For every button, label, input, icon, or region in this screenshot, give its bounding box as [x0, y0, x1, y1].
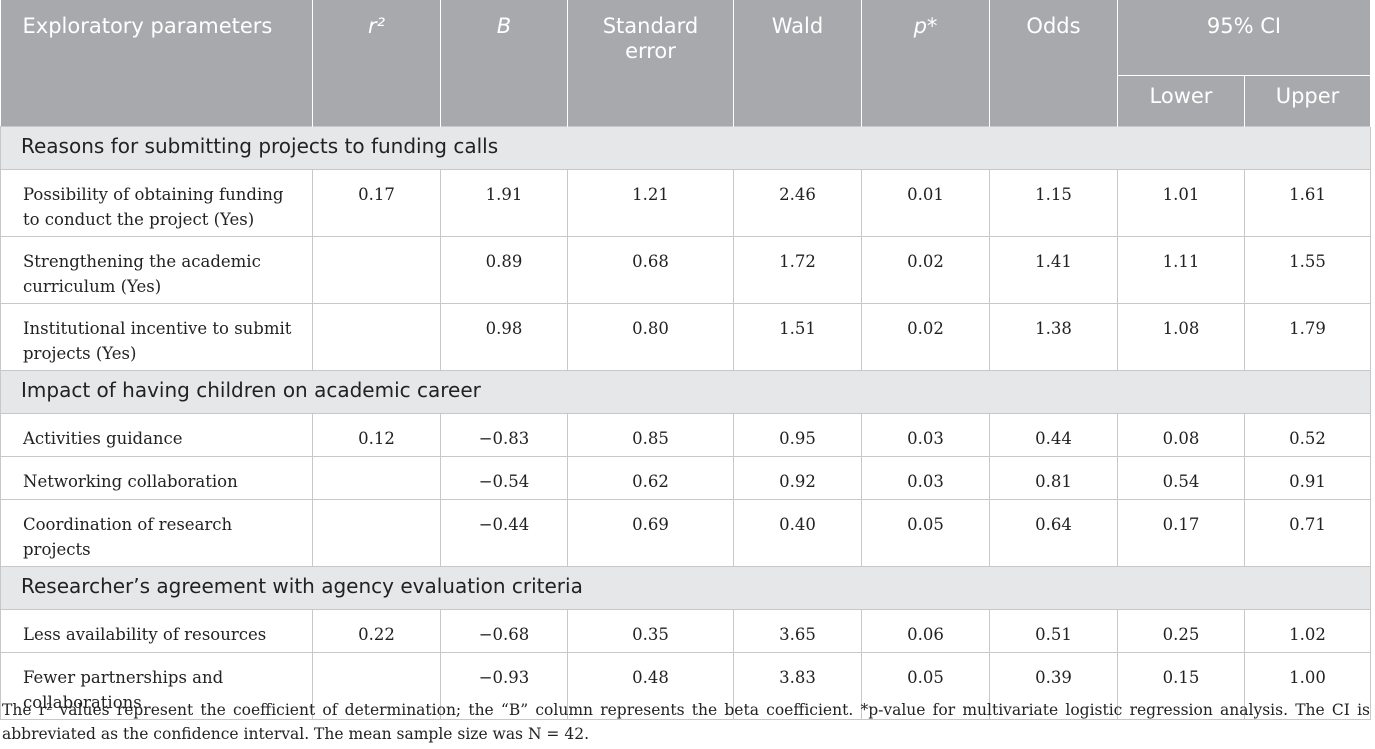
cell: 1.41 [989, 235, 1118, 304]
cell: 2.46 [733, 168, 862, 237]
footnote: The r² values represent the coefficient … [2, 701, 1370, 743]
cell: 1.00 [1244, 651, 1371, 720]
cell: 0.80 [567, 302, 734, 371]
section-row: Impact of having children on academic ca… [0, 369, 1371, 414]
row-label: Less availability of resources [0, 608, 313, 653]
cell: 0.69 [567, 498, 734, 567]
section-title: Impact of having children on academic ca… [0, 369, 1371, 414]
row-label: Coordination of research projects [0, 498, 313, 567]
cell: 0.98 [440, 302, 568, 371]
cell [312, 455, 441, 500]
cell: 1.08 [1117, 302, 1245, 371]
cell: −0.68 [440, 608, 568, 653]
cell: 0.91 [1244, 455, 1371, 500]
cell: 0.51 [989, 608, 1118, 653]
header-cell: Lower [1117, 74, 1245, 126]
section-row: Researcher’s agreement with agency evalu… [0, 565, 1371, 610]
row-label: Possibility of obtaining funding to cond… [0, 168, 313, 237]
cell: 1.79 [1244, 302, 1371, 371]
section-row: Reasons for submitting projects to fundi… [0, 125, 1371, 170]
cell [312, 302, 441, 371]
data-row: Possibility of obtaining funding to cond… [0, 168, 1371, 237]
cell: 1.55 [1244, 235, 1371, 304]
cell: 1.72 [733, 235, 862, 304]
cell: 0.85 [567, 412, 734, 457]
header-cell: 95% CI [1117, 0, 1371, 75]
data-row: Institutional incentive to submit projec… [0, 302, 1371, 371]
cell: 0.95 [733, 412, 862, 457]
cell: −0.44 [440, 498, 568, 567]
cell: 0.40 [733, 498, 862, 567]
cell [312, 651, 441, 720]
cell: 0.35 [567, 608, 734, 653]
cell: 0.89 [440, 235, 568, 304]
table-body: Reasons for submitting projects to fundi… [0, 125, 1371, 720]
cell: 1.21 [567, 168, 734, 237]
cell: 0.81 [989, 455, 1118, 500]
cell: 3.65 [733, 608, 862, 653]
cell: 1.51 [733, 302, 862, 371]
cell: −0.83 [440, 412, 568, 457]
cell: 1.91 [440, 168, 568, 237]
cell: 0.03 [861, 412, 990, 457]
cell: 0.12 [312, 412, 441, 457]
header-cell: Wald [733, 0, 862, 126]
section-title: Researcher’s agreement with agency evalu… [0, 565, 1371, 610]
row-label: Activities guidance [0, 412, 313, 457]
cell: 1.61 [1244, 168, 1371, 237]
cell [312, 235, 441, 304]
cell: 0.44 [989, 412, 1118, 457]
cell: 0.06 [861, 608, 990, 653]
cell: 0.05 [861, 498, 990, 567]
row-label: Strengthening the academic curriculum (Y… [0, 235, 313, 304]
header-cell: Odds [989, 0, 1118, 126]
cell: 0.39 [989, 651, 1118, 720]
data-row: Networking collaboration −0.54 0.62 0.92 0.0… [0, 455, 1371, 500]
header-cell: Exploratory parameters [0, 0, 313, 126]
table-header: Exploratory parameters r² B Standard err… [0, 0, 1371, 126]
cell: 1.15 [989, 168, 1118, 237]
cell: 0.01 [861, 168, 990, 237]
cell [312, 498, 441, 567]
cell: 0.22 [312, 608, 441, 653]
header-cell: Upper [1244, 74, 1371, 126]
data-row: Strengthening the academic curriculum (Y… [0, 235, 1371, 304]
cell: 1.02 [1244, 608, 1371, 653]
cell: 0.71 [1244, 498, 1371, 567]
data-row: Less availability of resources 0.22 −0.68 0… [0, 608, 1371, 653]
row-label: Institutional incentive to submit projec… [0, 302, 313, 371]
cell: 1.38 [989, 302, 1118, 371]
cell: 0.68 [567, 235, 734, 304]
header-cell: r² [312, 0, 441, 126]
cell: 0.92 [733, 455, 862, 500]
data-row: Coordination of research projects −0.44 0.… [0, 498, 1371, 567]
cell: 0.17 [1117, 498, 1245, 567]
section-title: Reasons for submitting projects to fundi… [0, 125, 1371, 170]
cell: −0.54 [440, 455, 568, 500]
cell: 0.62 [567, 455, 734, 500]
cell: 0.25 [1117, 608, 1245, 653]
data-row: Fewer partnerships and collaborations −0.… [0, 651, 1371, 720]
header-cell: B [440, 0, 568, 126]
cell: 0.02 [861, 235, 990, 304]
cell: 0.03 [861, 455, 990, 500]
cell: 0.54 [1117, 455, 1245, 500]
cell: 0.64 [989, 498, 1118, 567]
header-cell: p* [861, 0, 990, 126]
cell: 1.01 [1117, 168, 1245, 237]
header-cell: Standard error [567, 0, 734, 126]
row-label: Fewer partnerships and collaborations [0, 651, 313, 720]
cell: 0.02 [861, 302, 990, 371]
cell: 0.48 [567, 651, 734, 720]
cell: 1.11 [1117, 235, 1245, 304]
cell: 0.15 [1117, 651, 1245, 720]
data-row: Activities guidance 0.12 −0.83 0.85 0.95 0.03… [0, 412, 1371, 457]
cell: 0.52 [1244, 412, 1371, 457]
cell: 0.08 [1117, 412, 1245, 457]
results-table: Exploratory parameters r² B Standard err… [0, 0, 1371, 720]
row-label: Networking collaboration [0, 455, 313, 500]
cell: 0.17 [312, 168, 441, 237]
